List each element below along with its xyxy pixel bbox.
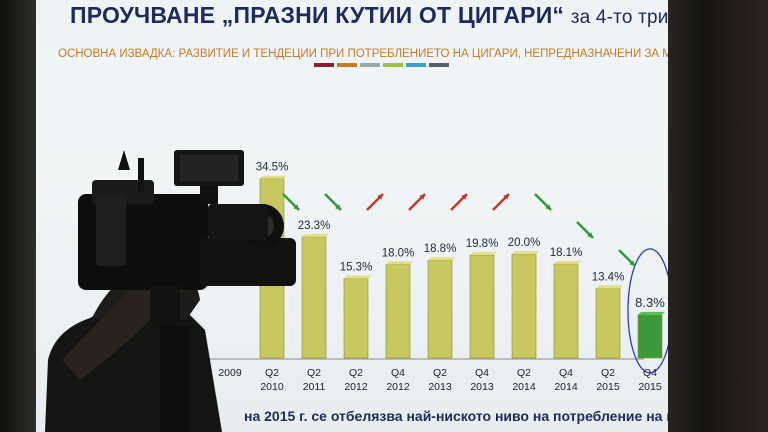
trend-arrowhead-3 — [293, 204, 299, 210]
tick-label-6-1: Q2 — [433, 367, 447, 379]
title-stripe-4 — [383, 63, 403, 67]
bar-chart: 2009 34.5% Q2 2010 23.3% Q2 2011 15.3% Q2 2012 18.… — [206, 162, 668, 393]
tick-label-10-1: Q2 — [601, 367, 615, 379]
projection-screen: ПРОУЧВАНЕ „ПРАЗНИ КУТИИ ОТ ЦИГАРИ“ за 4-… — [36, 0, 668, 432]
trend-arrowhead-9 — [545, 204, 551, 210]
data-label-11: 8.3% — [635, 295, 665, 310]
bar-9 — [553, 263, 579, 359]
title-color-stripes — [314, 54, 452, 67]
trend-arrowhead-8 — [503, 194, 509, 200]
data-label-8: 20.0% — [508, 237, 541, 249]
tick-label-5-1: Q4 — [391, 367, 405, 379]
tick-label-4-2: 2012 — [344, 381, 368, 393]
title-stripe-3 — [360, 63, 380, 67]
tick-label-3-2: 2011 — [303, 381, 326, 393]
bar-top-3 — [302, 233, 329, 237]
bar-top-4 — [344, 275, 371, 279]
data-label-6: 18.8% — [424, 243, 457, 255]
slide-subtitle: ОСНОВНА ИЗВАДКА: РАЗВИТИЕ И ТЕНДЕЦИИ ПРИ… — [58, 48, 668, 60]
tick-label-9-1: Q4 — [559, 367, 573, 379]
bar-5 — [385, 264, 411, 359]
trend-arrowhead-5 — [377, 194, 383, 200]
slide-title: ПРОУЧВАНЕ „ПРАЗНИ КУТИИ ОТ ЦИГАРИ“ за 4-… — [70, 2, 668, 29]
bar-top-10 — [596, 285, 623, 289]
bar-8 — [511, 253, 537, 359]
trend-arrowhead-7 — [461, 194, 467, 200]
data-label-7: 19.8% — [466, 238, 499, 250]
tick-label-6-2: 2013 — [428, 381, 452, 393]
highlight-ellipse — [627, 248, 668, 374]
data-label-3: 23.3% — [298, 220, 331, 232]
trend-arrowhead-11 — [629, 260, 635, 266]
title-stripe-2 — [337, 63, 357, 67]
slide-title-main: ПРОУЧВАНЕ „ПРАЗНИ КУТИИ ОТ ЦИГАРИ“ — [70, 2, 565, 28]
bar-7 — [469, 254, 495, 359]
slide-title-period: за 4-то тримесечие 2015 г. — [570, 7, 668, 28]
bar-10 — [595, 288, 621, 359]
tick-label-2-2: 2010 — [260, 381, 284, 393]
bar-11 — [637, 314, 663, 359]
data-label-4: 15.3% — [340, 261, 373, 273]
bar-top-9 — [554, 260, 581, 264]
bar-top-5 — [386, 261, 413, 265]
bar-3 — [301, 236, 327, 359]
bar-top-7 — [470, 252, 497, 256]
tick-label-7-2: 2013 — [470, 381, 494, 393]
bar-top-8 — [512, 251, 539, 254]
title-stripe-5 — [406, 63, 426, 67]
trend-arrowhead-10 — [587, 232, 593, 238]
data-label-10: 13.4% — [592, 271, 625, 283]
tick-label-11-1: Q4 — [643, 367, 657, 379]
data-label-5: 18.0% — [382, 247, 415, 259]
tick-label-1-1: 2009 — [218, 367, 242, 379]
room-right-wall — [658, 0, 768, 432]
bar-6 — [427, 259, 453, 359]
tick-label-8-1: Q2 — [517, 367, 531, 379]
trend-arrowhead-4 — [335, 204, 341, 210]
bar-2 — [259, 178, 285, 359]
slide-caption: на 2015 г. се отбелязва най-ниското ниво… — [244, 408, 668, 424]
tick-label-10-2: 2015 — [596, 381, 620, 393]
data-label-9: 18.1% — [550, 247, 583, 259]
bar-top-11 — [638, 311, 665, 315]
title-stripe-6 — [429, 63, 449, 67]
tick-label-5-2: 2012 — [386, 381, 410, 393]
bar-4 — [343, 278, 369, 359]
tick-label-11-2: 2015 — [638, 381, 662, 393]
bar-top-6 — [428, 257, 455, 261]
tick-label-7-1: Q4 — [475, 367, 489, 379]
trend-arrowhead-6 — [419, 194, 425, 200]
data-label-2: 34.5% — [256, 162, 289, 174]
bar-top-2 — [260, 175, 287, 179]
tick-label-3-1: Q2 — [307, 367, 321, 379]
tick-label-8-2: 2014 — [512, 381, 536, 393]
tick-label-2-1: Q2 — [265, 367, 279, 379]
tick-label-9-2: 2014 — [554, 381, 578, 393]
title-stripe-1 — [314, 63, 334, 67]
tick-label-4-1: Q2 — [349, 367, 363, 379]
